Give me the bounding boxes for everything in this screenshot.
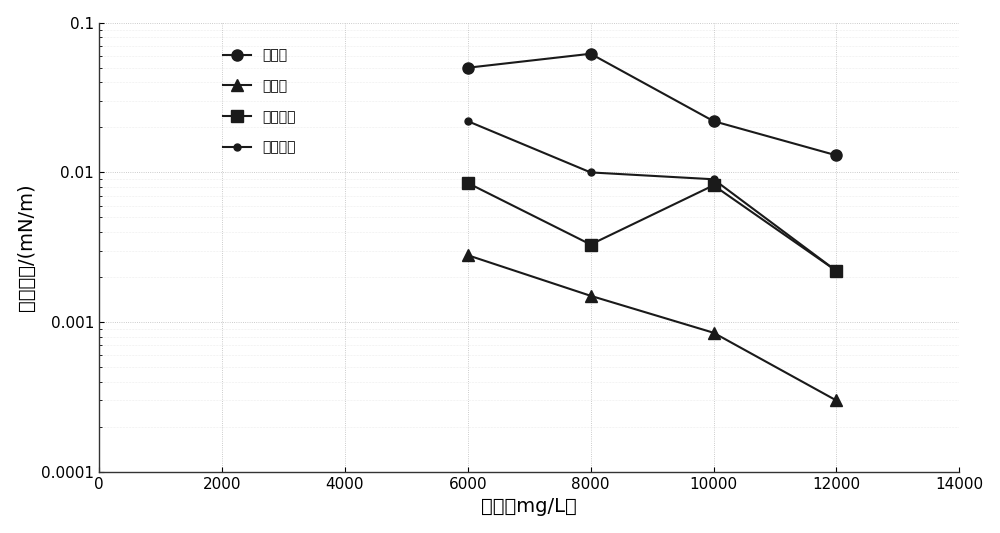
三乙胺	[830, 152, 842, 158]
三乙醇胺	[708, 176, 720, 182]
乙醇胺	[830, 397, 842, 403]
三乙醇胺	[830, 268, 842, 274]
Line: 三乙醇胺: 三乙醇胺	[464, 118, 840, 274]
二乙醇胺	[462, 180, 474, 186]
三乙胺	[585, 51, 597, 57]
Line: 二乙醇胺: 二乙醇胺	[462, 177, 842, 277]
二乙醇胺	[708, 182, 720, 189]
乙醇胺	[585, 293, 597, 299]
乙醇胺	[462, 252, 474, 259]
三乙醇胺	[585, 169, 597, 175]
Legend: 三乙胺, 乙醇胺, 二乙醇胺, 三乙醇胺: 三乙胺, 乙醇胺, 二乙醇胺, 三乙醇胺	[218, 43, 301, 160]
Y-axis label: 界面张力/(mN/m): 界面张力/(mN/m)	[17, 183, 36, 311]
二乙醇胺	[585, 241, 597, 248]
二乙醇胺	[830, 268, 842, 274]
Line: 乙醇胺: 乙醇胺	[462, 249, 842, 406]
三乙醇胺	[462, 118, 474, 124]
乙醇胺	[708, 329, 720, 336]
三乙胺	[462, 64, 474, 71]
X-axis label: 浓度（mg/L）: 浓度（mg/L）	[481, 497, 577, 516]
Line: 三乙胺: 三乙胺	[462, 48, 842, 161]
三乙胺	[708, 118, 720, 124]
